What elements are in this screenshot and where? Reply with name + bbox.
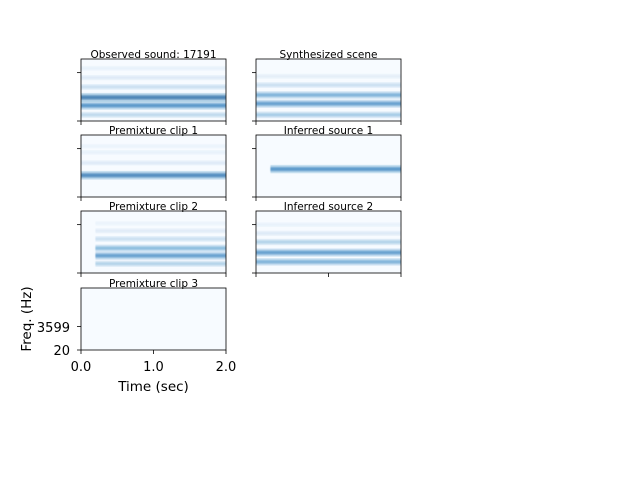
spectral-band-halo	[95, 260, 226, 267]
panel-premix3: Premixture clip 3	[77, 278, 227, 354]
spectral-band	[256, 223, 401, 226]
spectral-band	[95, 262, 226, 266]
spectral-band	[270, 166, 401, 172]
spectral-band-halo	[256, 99, 401, 108]
spectral-band	[256, 75, 401, 78]
panel-title: Synthesized scene	[280, 49, 378, 61]
panel-background	[256, 59, 401, 121]
panel-title: Premixture clip 2	[109, 201, 198, 213]
x-tick-label: 0.0	[71, 360, 92, 375]
panel-synthesized: Synthesized scene	[252, 49, 402, 125]
panel-premix2: Premixture clip 2	[77, 201, 227, 277]
panel-title: Inferred source 2	[284, 201, 373, 213]
y-tick-label: 3599	[37, 321, 70, 336]
panel-premix1: Premixture clip 1	[77, 125, 227, 201]
spectral-band	[95, 253, 226, 258]
spectral-band	[95, 246, 226, 251]
spectral-band-halo	[81, 92, 226, 102]
spectral-band	[81, 103, 226, 108]
spectral-band	[81, 173, 226, 178]
spectral-band	[81, 76, 226, 79]
panel-title: Inferred source 1	[284, 125, 373, 137]
y-axis-label: Freq. (Hz)	[19, 286, 35, 351]
spectral-band	[256, 101, 401, 106]
spectral-band	[256, 83, 401, 87]
spectral-band-halo	[256, 258, 401, 266]
spectral-band-halo	[256, 91, 401, 99]
spectral-band-halo	[81, 170, 226, 180]
panel-frame	[80, 210, 227, 274]
spectral-band-halo	[270, 164, 401, 174]
spectral-band	[81, 67, 226, 70]
spectral-band-halo	[81, 111, 226, 118]
spectral-band-halo	[95, 228, 226, 234]
panel-frame	[80, 58, 227, 122]
spectral-band-halo	[81, 75, 226, 81]
spectral-band-halo	[256, 73, 401, 79]
panel-title: Premixture clip 3	[109, 278, 198, 290]
spectral-band-halo	[256, 82, 401, 88]
spectral-band-halo	[95, 244, 226, 252]
spectral-band	[81, 85, 226, 89]
spectral-band	[95, 237, 226, 241]
panel-inferred2: Inferred source 2	[252, 201, 402, 277]
spectral-band	[81, 95, 226, 100]
x-tick-label: 1.0	[143, 360, 164, 375]
spectral-band-halo	[81, 101, 226, 110]
spectral-band-halo	[81, 160, 226, 166]
panel-background	[256, 135, 401, 197]
spectral-band	[256, 250, 401, 255]
spectral-band-halo	[256, 248, 401, 257]
spectral-band	[81, 151, 226, 154]
spectral-band-halo	[256, 230, 401, 236]
panel-inferred1: Inferred source 1	[252, 125, 402, 201]
spectral-band-halo	[95, 236, 226, 242]
x-tick-label: 2.0	[216, 360, 237, 375]
spectral-band	[256, 259, 401, 264]
spectral-band-halo	[81, 143, 226, 149]
panel-frame	[255, 134, 402, 198]
panel-title: Observed sound: 17191	[91, 49, 217, 61]
spectral-band-halo	[95, 251, 226, 260]
spectral-band-halo	[95, 221, 226, 226]
y-tick-label: 20	[53, 344, 70, 359]
panel-background	[81, 288, 226, 350]
spectral-band-halo	[256, 222, 401, 227]
spectral-band-halo	[81, 150, 226, 155]
spectral-band-halo	[81, 84, 226, 90]
spectral-band	[81, 161, 226, 165]
spectral-band	[95, 229, 226, 233]
x-axis-label: Time (sec)	[117, 379, 189, 395]
panel-frame	[80, 134, 227, 198]
spectral-band	[81, 145, 226, 148]
spectral-band	[81, 113, 226, 117]
spectral-band	[256, 113, 401, 117]
panel-observed: Observed sound: 17191	[77, 49, 227, 125]
spectral-band	[256, 240, 401, 244]
panel-title: Premixture clip 1	[109, 125, 198, 137]
spectral-band-halo	[256, 238, 401, 246]
spectral-band-halo	[256, 111, 401, 119]
spectral-band	[95, 222, 226, 225]
spectral-band	[256, 232, 401, 235]
spectral-band	[256, 93, 401, 97]
panel-frame	[255, 58, 402, 122]
spectral-band-halo	[81, 65, 226, 71]
